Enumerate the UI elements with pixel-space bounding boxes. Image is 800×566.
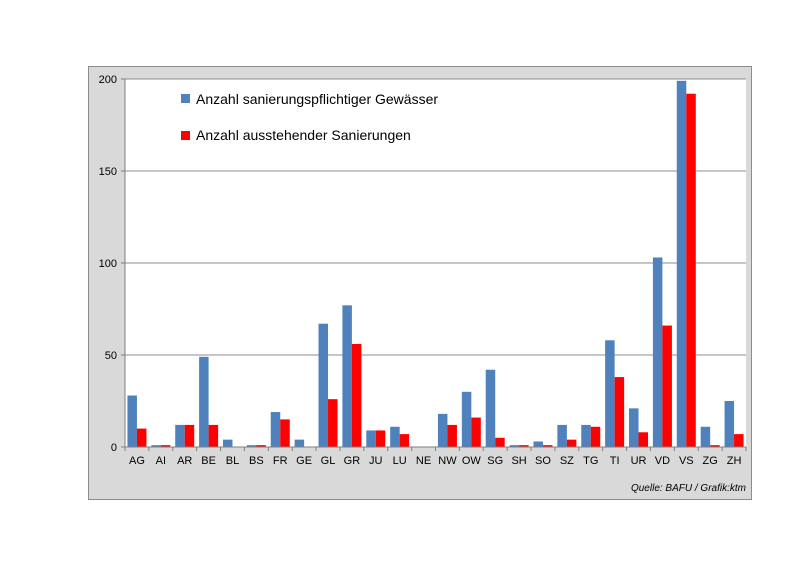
x-tick-label: ZH xyxy=(727,455,742,467)
x-tick-label: SO xyxy=(535,455,551,467)
chart-frame: 0 50 100 150 200 AG AI AR BE BL BS FR GE GL GR JU LU NE N… xyxy=(88,66,752,500)
bar-1-zh xyxy=(724,401,735,447)
bar-2-ju xyxy=(375,430,386,447)
bar-2-ow xyxy=(471,417,481,447)
x-tick-label: FR xyxy=(273,455,288,467)
x-tick-label: GL xyxy=(321,455,336,467)
bar-2-ur xyxy=(638,432,649,447)
bar-2-bs xyxy=(256,445,266,447)
bar-1-tg xyxy=(581,424,591,447)
x-tick-label: ZG xyxy=(703,455,718,467)
y-tick-label: 0 xyxy=(111,442,117,454)
x-tick-label: AI xyxy=(156,455,166,467)
x-tick-label: SG xyxy=(487,455,503,467)
bar-2-tg xyxy=(590,426,601,447)
bar-1-ur xyxy=(629,408,639,447)
x-tick-label: GR xyxy=(344,455,361,467)
x-tick-label: BL xyxy=(226,455,239,467)
x-tick-label: VD xyxy=(655,455,670,467)
gridlines xyxy=(125,78,746,356)
bar-1-ar xyxy=(175,424,185,447)
x-tick-label: TG xyxy=(583,455,598,467)
bar-1-sg xyxy=(485,369,496,447)
x-tick-label: NW xyxy=(438,455,457,467)
bar-2-ag xyxy=(136,428,147,447)
bar-1-ag xyxy=(127,395,137,447)
bars xyxy=(127,80,744,447)
x-tick-label: TI xyxy=(610,455,620,467)
bar-2-gl xyxy=(328,399,338,447)
bar-2-lu xyxy=(399,434,410,447)
bar-1-be xyxy=(199,356,209,447)
x-tick-label: UR xyxy=(631,455,647,467)
y-tick-label: 150 xyxy=(99,166,117,178)
bar-1-ge xyxy=(294,439,305,447)
bar-1-lu xyxy=(390,426,400,447)
bar-1-zg xyxy=(700,426,711,447)
source-note: Quelle: BAFU / Grafik:ktm xyxy=(631,483,746,494)
bar-2-vs xyxy=(686,93,696,447)
bar-1-nw xyxy=(437,413,448,447)
y-tick-label: 200 xyxy=(99,74,117,86)
bar-2-ti xyxy=(614,377,625,447)
x-tick-label: JU xyxy=(369,455,383,467)
bar-2-be xyxy=(208,424,219,447)
bar-1-sh xyxy=(509,445,520,447)
y-axis-ticks: 0 50 100 150 200 xyxy=(99,74,125,454)
bar-1-bl xyxy=(222,439,233,447)
legend: Anzahl sanierungspflichtiger Gewässer An… xyxy=(181,91,438,143)
bar-1-gr xyxy=(342,305,352,447)
legend-swatch-series-1 xyxy=(181,94,190,103)
bar-2-so xyxy=(542,445,553,447)
x-tick-label: BE xyxy=(201,455,216,467)
x-tick-label: LU xyxy=(393,455,407,467)
bar-1-ti xyxy=(605,340,615,447)
bar-1-fr xyxy=(270,412,281,447)
x-tick-label: NE xyxy=(416,455,431,467)
x-tick-label: GE xyxy=(296,455,312,467)
x-tick-label: OW xyxy=(462,455,482,467)
bar-1-bs xyxy=(246,445,257,447)
bar-2-gr xyxy=(351,343,362,447)
x-tick-label: BS xyxy=(249,455,264,467)
chart: 0 50 100 150 200 AG AI AR BE BL BS FR GE GL GR JU LU NE N… xyxy=(99,74,747,494)
bar-2-vd xyxy=(662,325,672,447)
bar-2-sz xyxy=(566,439,577,447)
y-tick-label: 50 xyxy=(105,350,117,362)
bar-1-ow xyxy=(461,391,472,447)
bar-2-sh xyxy=(519,445,529,447)
bar-1-ju xyxy=(366,430,376,447)
x-tick-label: SH xyxy=(511,455,526,467)
bar-1-so xyxy=(533,441,543,447)
legend-label-series-1: Anzahl sanierungspflichtiger Gewässer xyxy=(196,91,438,107)
bar-1-gl xyxy=(318,323,329,447)
bar-2-zg xyxy=(710,445,720,447)
bar-2-nw xyxy=(447,424,457,447)
y-tick-label: 100 xyxy=(99,258,117,270)
x-tick-label: AG xyxy=(129,455,145,467)
bar-1-ai xyxy=(151,445,161,447)
x-axis-ticks: AG AI AR BE BL BS FR GE GL GR JU LU NE NW OW SG SH SO SZ TG… xyxy=(124,447,747,467)
legend-swatch-series-2 xyxy=(181,131,190,140)
bar-1-sz xyxy=(557,424,567,447)
legend-label-series-2: Anzahl ausstehender Sanierungen xyxy=(196,127,411,143)
bar-1-vs xyxy=(676,80,687,447)
bar-2-fr xyxy=(280,419,290,447)
x-tick-label: VS xyxy=(679,455,694,467)
bar-1-vd xyxy=(652,257,663,447)
x-tick-label: AR xyxy=(177,455,192,467)
x-tick-label: SZ xyxy=(560,455,574,467)
bar-2-sg xyxy=(495,437,505,447)
bar-2-ai xyxy=(160,445,171,447)
bar-2-zh xyxy=(734,434,744,447)
bar-2-ar xyxy=(184,424,195,447)
